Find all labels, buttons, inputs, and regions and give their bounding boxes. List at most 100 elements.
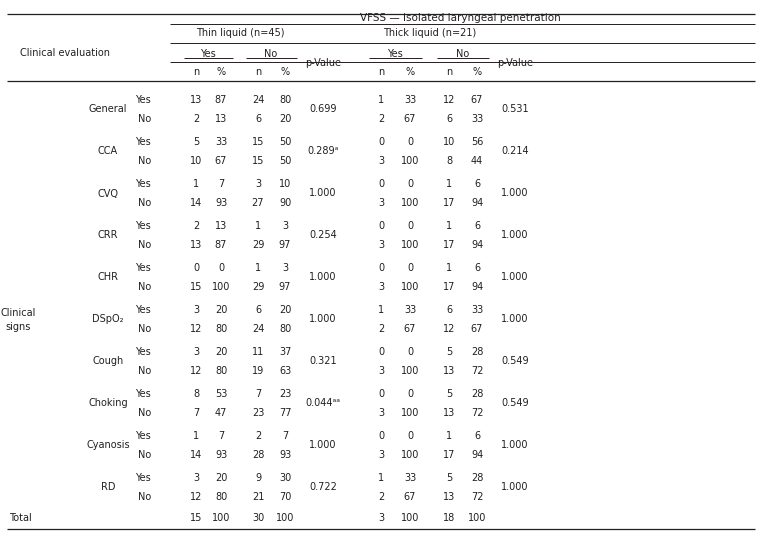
Text: 94: 94 [471, 450, 483, 460]
Text: 13: 13 [443, 408, 455, 418]
Text: 12: 12 [190, 366, 202, 376]
Text: 67: 67 [471, 95, 483, 105]
Text: 14: 14 [190, 450, 202, 460]
Text: 5: 5 [446, 389, 452, 399]
Text: 94: 94 [471, 282, 483, 292]
Text: 67: 67 [404, 114, 416, 124]
Text: 3: 3 [378, 240, 384, 250]
Text: 1.000: 1.000 [309, 272, 337, 282]
Text: 100: 100 [212, 513, 230, 523]
Text: 0: 0 [407, 389, 413, 399]
Text: 6: 6 [255, 305, 261, 315]
Text: 6: 6 [474, 263, 480, 273]
Text: No: No [138, 324, 151, 334]
Text: 33: 33 [471, 305, 483, 315]
Text: 6: 6 [474, 221, 480, 231]
Text: 3: 3 [378, 366, 384, 376]
Text: 0.214: 0.214 [501, 147, 529, 156]
Text: 8: 8 [193, 389, 199, 399]
Text: Total: Total [9, 513, 32, 523]
Text: 3: 3 [378, 513, 384, 523]
Text: 80: 80 [215, 366, 227, 376]
Text: 20: 20 [279, 114, 291, 124]
Text: 29: 29 [251, 282, 264, 292]
Text: Cough: Cough [92, 357, 123, 366]
Text: 5: 5 [446, 473, 452, 483]
Text: Yes: Yes [135, 263, 151, 273]
Text: 13: 13 [443, 492, 455, 502]
Text: n: n [255, 67, 261, 77]
Text: 23: 23 [251, 408, 264, 418]
Text: 0: 0 [407, 179, 413, 188]
Text: 23: 23 [279, 389, 291, 399]
Text: 87: 87 [215, 95, 227, 105]
Text: 87: 87 [215, 240, 227, 250]
Text: 3: 3 [255, 179, 261, 188]
Text: 0: 0 [407, 431, 413, 441]
Text: 70: 70 [279, 492, 291, 502]
Text: 100: 100 [401, 450, 419, 460]
Text: 100: 100 [401, 408, 419, 418]
Text: 0: 0 [378, 263, 384, 273]
Text: 9: 9 [255, 473, 261, 483]
Text: 3: 3 [193, 347, 199, 357]
Text: 3: 3 [378, 198, 384, 208]
Text: 6: 6 [446, 305, 452, 315]
Text: p-Value: p-Value [497, 58, 533, 68]
Text: 3: 3 [282, 221, 288, 231]
Text: 3: 3 [378, 450, 384, 460]
Text: 10: 10 [443, 137, 455, 147]
Text: 100: 100 [401, 198, 419, 208]
Text: No: No [138, 282, 151, 292]
Text: 12: 12 [443, 324, 455, 334]
Text: 0: 0 [407, 221, 413, 231]
Text: 94: 94 [471, 240, 483, 250]
Text: 47: 47 [215, 408, 227, 418]
Text: 10: 10 [190, 156, 202, 166]
Text: No: No [138, 156, 151, 166]
Text: n: n [193, 67, 199, 77]
Text: 17: 17 [443, 450, 455, 460]
Text: 37: 37 [279, 347, 291, 357]
Text: 7: 7 [218, 179, 224, 188]
Text: 94: 94 [471, 198, 483, 208]
Text: Choking: Choking [88, 398, 128, 409]
Text: DSpO₂: DSpO₂ [92, 315, 123, 324]
Text: 0.549: 0.549 [501, 357, 529, 366]
Text: Thin liquid (n=45): Thin liquid (n=45) [196, 28, 284, 38]
Text: 24: 24 [251, 324, 264, 334]
Text: 90: 90 [279, 198, 291, 208]
Text: No: No [456, 49, 469, 59]
Text: 2: 2 [193, 114, 199, 124]
Text: 0.254: 0.254 [309, 230, 337, 241]
Text: 0: 0 [218, 263, 224, 273]
Text: CHR: CHR [98, 272, 119, 282]
Text: Clinical
signs: Clinical signs [0, 308, 36, 331]
Text: 33: 33 [404, 305, 416, 315]
Text: 3: 3 [282, 263, 288, 273]
Text: CRR: CRR [98, 230, 118, 241]
Text: 1.000: 1.000 [501, 483, 529, 492]
Text: 1: 1 [446, 221, 452, 231]
Text: CCA: CCA [98, 147, 118, 156]
Text: 56: 56 [471, 137, 483, 147]
Text: %: % [472, 67, 482, 77]
Text: %: % [405, 67, 415, 77]
Text: 1: 1 [193, 431, 199, 441]
Text: No: No [138, 408, 151, 418]
Text: 1: 1 [378, 473, 384, 483]
Text: 13: 13 [443, 366, 455, 376]
Text: 100: 100 [212, 282, 230, 292]
Text: 67: 67 [404, 492, 416, 502]
Text: 0.289ᵃ: 0.289ᵃ [307, 147, 338, 156]
Text: 3: 3 [193, 473, 199, 483]
Text: 8: 8 [446, 156, 452, 166]
Text: 2: 2 [255, 431, 261, 441]
Text: 13: 13 [215, 221, 227, 231]
Text: 15: 15 [251, 156, 264, 166]
Text: 3: 3 [193, 305, 199, 315]
Text: 0.699: 0.699 [309, 105, 337, 114]
Text: p-Value: p-Value [305, 58, 341, 68]
Text: 6: 6 [474, 179, 480, 188]
Text: 21: 21 [251, 492, 264, 502]
